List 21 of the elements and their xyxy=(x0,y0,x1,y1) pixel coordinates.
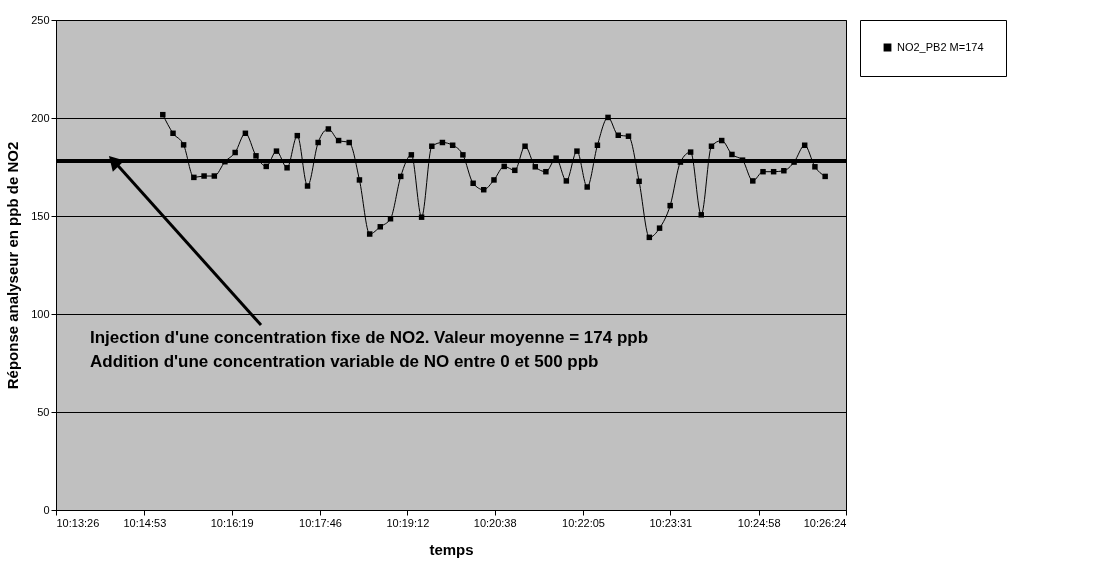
x-tick-label: 10:20:38 xyxy=(473,516,517,529)
x-tick-label: 10:19:12 xyxy=(386,516,430,529)
y-tick-label: 150 xyxy=(31,209,50,222)
annotation: Addition d'une concentration variable de NO entre 0 et 500 ppb xyxy=(90,352,599,371)
y-tick-label: 0 xyxy=(43,503,50,516)
y-tick-label: 250 xyxy=(31,13,50,26)
y-tick-label: 100 xyxy=(31,307,50,320)
y-tick-label: 50 xyxy=(37,405,50,418)
x-tick-label: 10:14:53 xyxy=(123,516,167,529)
x-tick-label: 10:17:46 xyxy=(299,516,342,529)
y-tick-label: 200 xyxy=(31,111,50,124)
x-tick-label: 10:23:31 xyxy=(649,516,693,529)
y-axis-title: Réponse analyseur en ppb de NO2 xyxy=(4,141,22,390)
x-tick-label: 10:16:19 xyxy=(210,516,254,529)
x-tick-label: 10:22:05 xyxy=(562,516,605,529)
legend-label: NO2_PB2 M=174 xyxy=(897,40,984,53)
x-tick-label: 10:24:58 xyxy=(737,516,781,529)
annotation: Injection d'une concentration fixe de NO2. Valeur moyenne = 174 ppb xyxy=(90,328,649,347)
x-axis-title: temps xyxy=(429,540,474,558)
x-tick-label: 10:26:24 xyxy=(803,516,847,529)
x-tick-label: 10:13:26 xyxy=(56,516,100,529)
